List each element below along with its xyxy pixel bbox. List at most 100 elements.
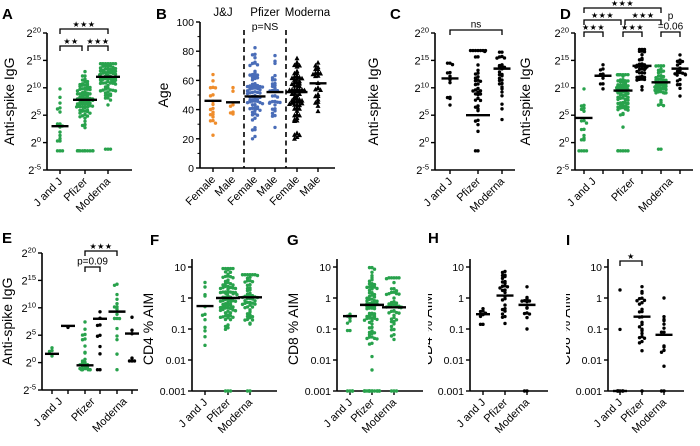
data-point xyxy=(112,305,117,309)
data-point xyxy=(203,334,207,339)
data-point xyxy=(250,103,255,107)
data-point xyxy=(250,113,255,117)
dot-group-moderna-recovered xyxy=(673,53,688,98)
data-point xyxy=(98,89,103,93)
data-point xyxy=(287,101,292,106)
y-tick-label: 10 xyxy=(319,262,331,274)
data-point xyxy=(313,73,318,79)
data-point xyxy=(500,298,505,302)
data-point xyxy=(394,276,399,280)
sig-stars: ★★★ xyxy=(591,11,614,20)
data-point xyxy=(637,71,642,75)
data-point xyxy=(299,75,305,81)
data-point xyxy=(640,301,644,305)
data-point xyxy=(372,306,377,311)
sig-stars: ★★★ xyxy=(86,37,109,46)
data-point xyxy=(640,88,644,92)
data-point xyxy=(498,286,502,290)
data-point xyxy=(292,70,297,76)
data-point xyxy=(616,149,620,153)
data-point xyxy=(500,284,505,288)
data-point xyxy=(640,57,644,62)
data-point xyxy=(115,307,119,311)
data-point xyxy=(47,349,52,354)
data-point xyxy=(218,286,223,291)
data-point xyxy=(392,322,396,326)
dot-group-pfizer xyxy=(468,48,488,153)
data-point xyxy=(297,112,302,118)
data-point xyxy=(226,326,230,330)
vaccine-header: Pfizer xyxy=(250,7,280,19)
data-point xyxy=(245,100,250,105)
data-point xyxy=(476,108,480,113)
data-point xyxy=(226,303,230,307)
data-point xyxy=(503,274,507,279)
data-point xyxy=(389,287,394,291)
dot-group-j-and-j xyxy=(200,280,207,348)
data-point xyxy=(218,299,223,303)
y-tick-label: 215 xyxy=(415,53,429,68)
data-point xyxy=(389,319,394,324)
data-point xyxy=(130,359,134,363)
data-point xyxy=(203,343,207,348)
data-point xyxy=(579,138,584,142)
data-point xyxy=(473,55,478,59)
data-point xyxy=(83,327,87,331)
data-point xyxy=(223,306,228,310)
sig-bracket xyxy=(59,28,109,34)
data-point xyxy=(582,127,586,132)
y-tick-label: 1 xyxy=(596,293,602,305)
data-point xyxy=(392,389,396,393)
data-point xyxy=(678,86,682,91)
data-point xyxy=(253,71,257,75)
data-point xyxy=(58,136,62,141)
y-tick-label: 220 xyxy=(27,26,41,41)
data-point xyxy=(618,106,623,110)
data-point xyxy=(661,64,666,68)
panel-A: A Anti-spike IgG 220 215 210 25 20 2-5 ★★ ★★★ ★★★ J… xyxy=(0,0,152,223)
data-point xyxy=(678,53,682,57)
data-point xyxy=(208,86,213,90)
data-point xyxy=(273,53,277,58)
dot-group-pfizer xyxy=(218,266,239,393)
data-point xyxy=(365,285,369,290)
data-point xyxy=(106,79,110,84)
data-point xyxy=(642,50,647,54)
data-point xyxy=(98,81,103,86)
data-point xyxy=(80,333,85,337)
data-point xyxy=(367,294,372,299)
panel-chart-D: D Anti-spike IgG 220 215 210 25 20 2-5 ★★★ ★★★ =0.… xyxy=(517,0,693,215)
data-point xyxy=(103,93,108,98)
data-point xyxy=(115,292,119,297)
data-point xyxy=(233,309,238,313)
data-point xyxy=(310,71,316,77)
data-point xyxy=(248,389,252,393)
data-point xyxy=(255,113,260,117)
data-point xyxy=(58,110,62,114)
data-point xyxy=(85,149,90,153)
data-point xyxy=(253,61,257,65)
data-point xyxy=(642,71,647,75)
sig-bracket xyxy=(583,31,604,37)
data-point xyxy=(662,348,666,353)
data-point xyxy=(394,289,399,293)
y-tick-label: 0.01 xyxy=(166,355,187,367)
data-point xyxy=(623,93,628,98)
data-point xyxy=(83,102,87,106)
y-axis-title: Anti-spike IgG xyxy=(0,278,15,366)
data-point xyxy=(223,324,228,329)
data-point xyxy=(525,306,529,310)
data-point xyxy=(481,306,485,311)
data-point xyxy=(375,299,379,303)
data-point xyxy=(626,79,630,83)
data-point xyxy=(292,96,297,101)
data-point xyxy=(525,299,529,304)
data-point xyxy=(260,101,265,106)
panel-letter: G xyxy=(287,232,299,249)
y-tick-label: 220 xyxy=(555,26,569,41)
data-point xyxy=(85,109,90,114)
data-point xyxy=(661,103,666,108)
data-point xyxy=(392,309,396,313)
